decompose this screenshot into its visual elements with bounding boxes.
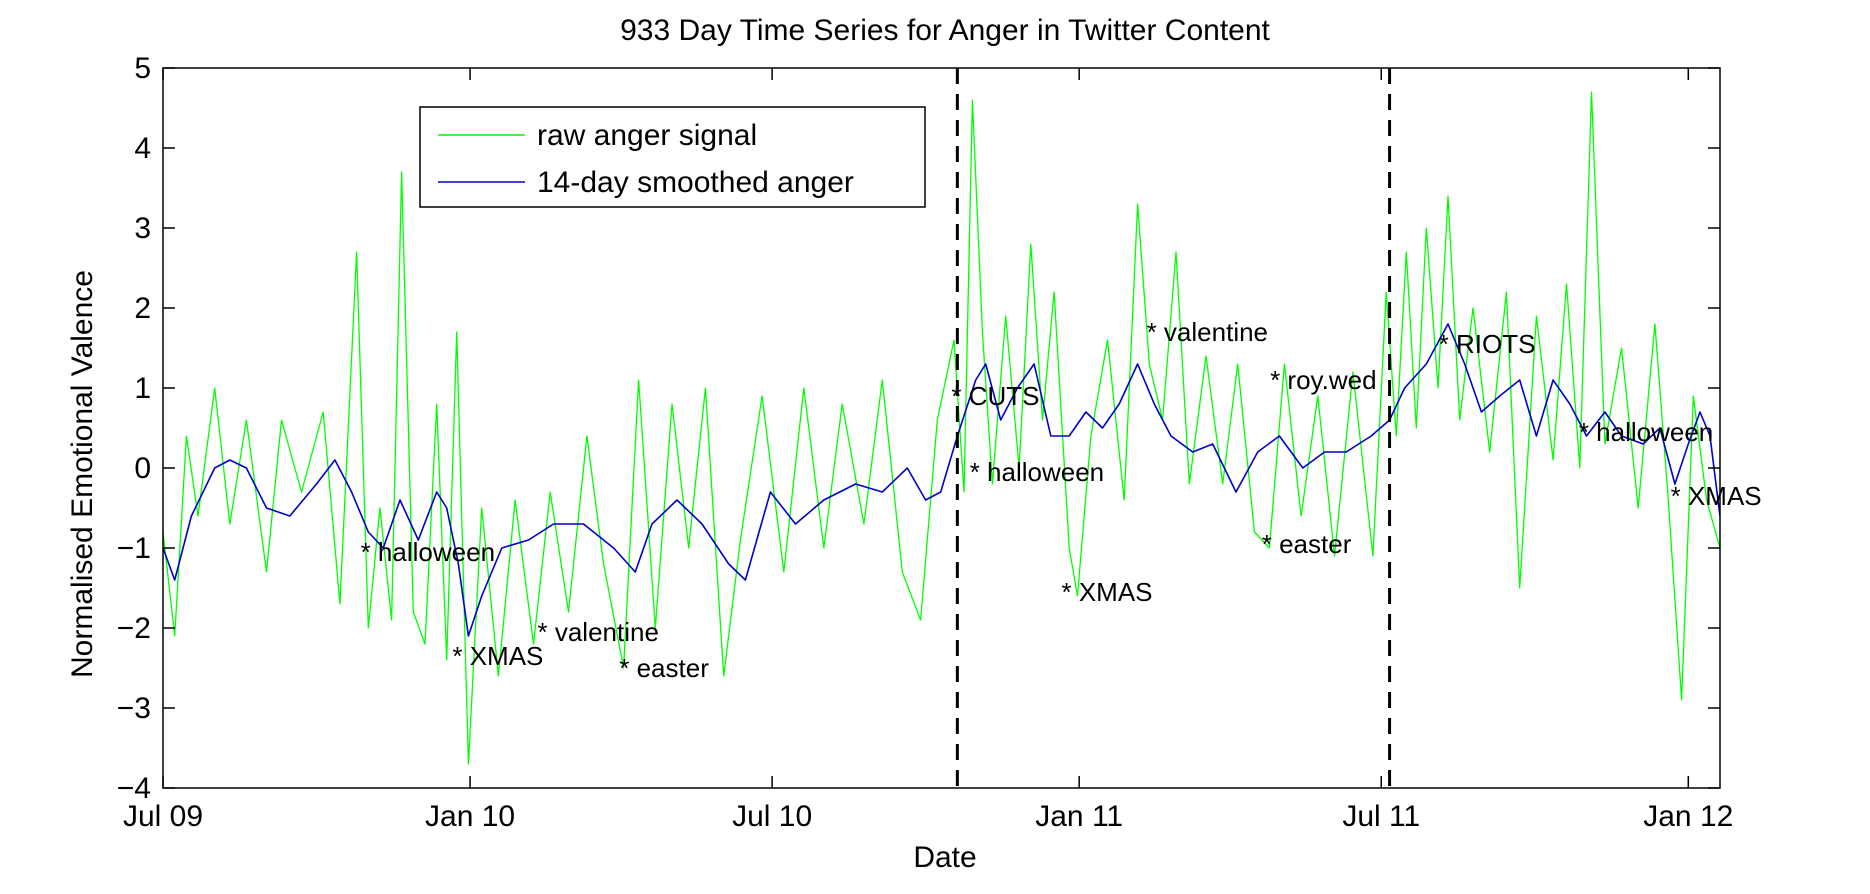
- y-tick-label: 4: [134, 132, 151, 165]
- annotation-label: * valentine: [537, 617, 658, 647]
- annotation-label: * halloween: [361, 537, 495, 567]
- y-tick-label: 1: [134, 372, 151, 405]
- x-tick-label: Jul 10: [732, 800, 812, 833]
- annotation-label: * RIOTS: [1439, 329, 1536, 359]
- x-tick-label: Jul 09: [123, 800, 203, 833]
- x-tick-label: Jan 12: [1643, 800, 1733, 833]
- legend-label-raw: raw anger signal: [537, 119, 757, 152]
- y-tick-label: −1: [117, 532, 151, 565]
- legend-label-smoothed: 14-day smoothed anger: [537, 166, 854, 199]
- x-tick-label: Jan 11: [1035, 800, 1123, 833]
- annotation-label: * valentine: [1147, 317, 1268, 347]
- annotation-label: * CUTS: [951, 381, 1039, 411]
- annotations: * halloween* XMAS* valentine* easter* CU…: [361, 317, 1762, 683]
- chart-title: 933 Day Time Series for Anger in Twitter…: [620, 14, 1270, 47]
- x-tick-label: Jan 10: [425, 800, 515, 833]
- x-axis-label: Date: [913, 841, 976, 874]
- y-tick-label: 2: [134, 292, 151, 325]
- annotation-label: * XMAS: [1671, 481, 1762, 511]
- event-lines: [955, 68, 1392, 788]
- y-tick-label: −4: [117, 772, 151, 805]
- annotation-label: * halloween: [1579, 417, 1713, 447]
- y-tick-label: 3: [134, 212, 151, 245]
- legend: raw anger signal 14-day smoothed anger: [419, 106, 926, 208]
- series-line-smoothed: [163, 323, 1720, 637]
- y-tick-label: −3: [117, 692, 151, 725]
- annotation-label: * easter: [1262, 529, 1352, 559]
- annotation-label: * easter: [619, 653, 709, 683]
- plot-frame: [162, 67, 1721, 789]
- legend-box: [419, 106, 926, 208]
- annotation-label: * halloween: [970, 457, 1104, 487]
- axes: −4 −3 −2 −1 0 1 2 3 4 5 Jul 09 Jan 10 Jul 10 Jan 11 Ju…: [117, 52, 1734, 833]
- x-tick-label: Jul 11: [1342, 800, 1420, 833]
- y-tick-label: 5: [134, 52, 151, 85]
- series-line-raw: [163, 91, 1720, 765]
- y-tick-label: −2: [117, 612, 151, 645]
- annotation-label: * XMAS: [452, 641, 543, 671]
- series-layer: [163, 91, 1720, 765]
- annotation-label: * roy.wed: [1270, 365, 1376, 395]
- y-axis-label: Normalised Emotional Valence: [66, 270, 99, 678]
- y-tick-label: 0: [134, 452, 151, 485]
- annotation-label: * XMAS: [1061, 577, 1152, 607]
